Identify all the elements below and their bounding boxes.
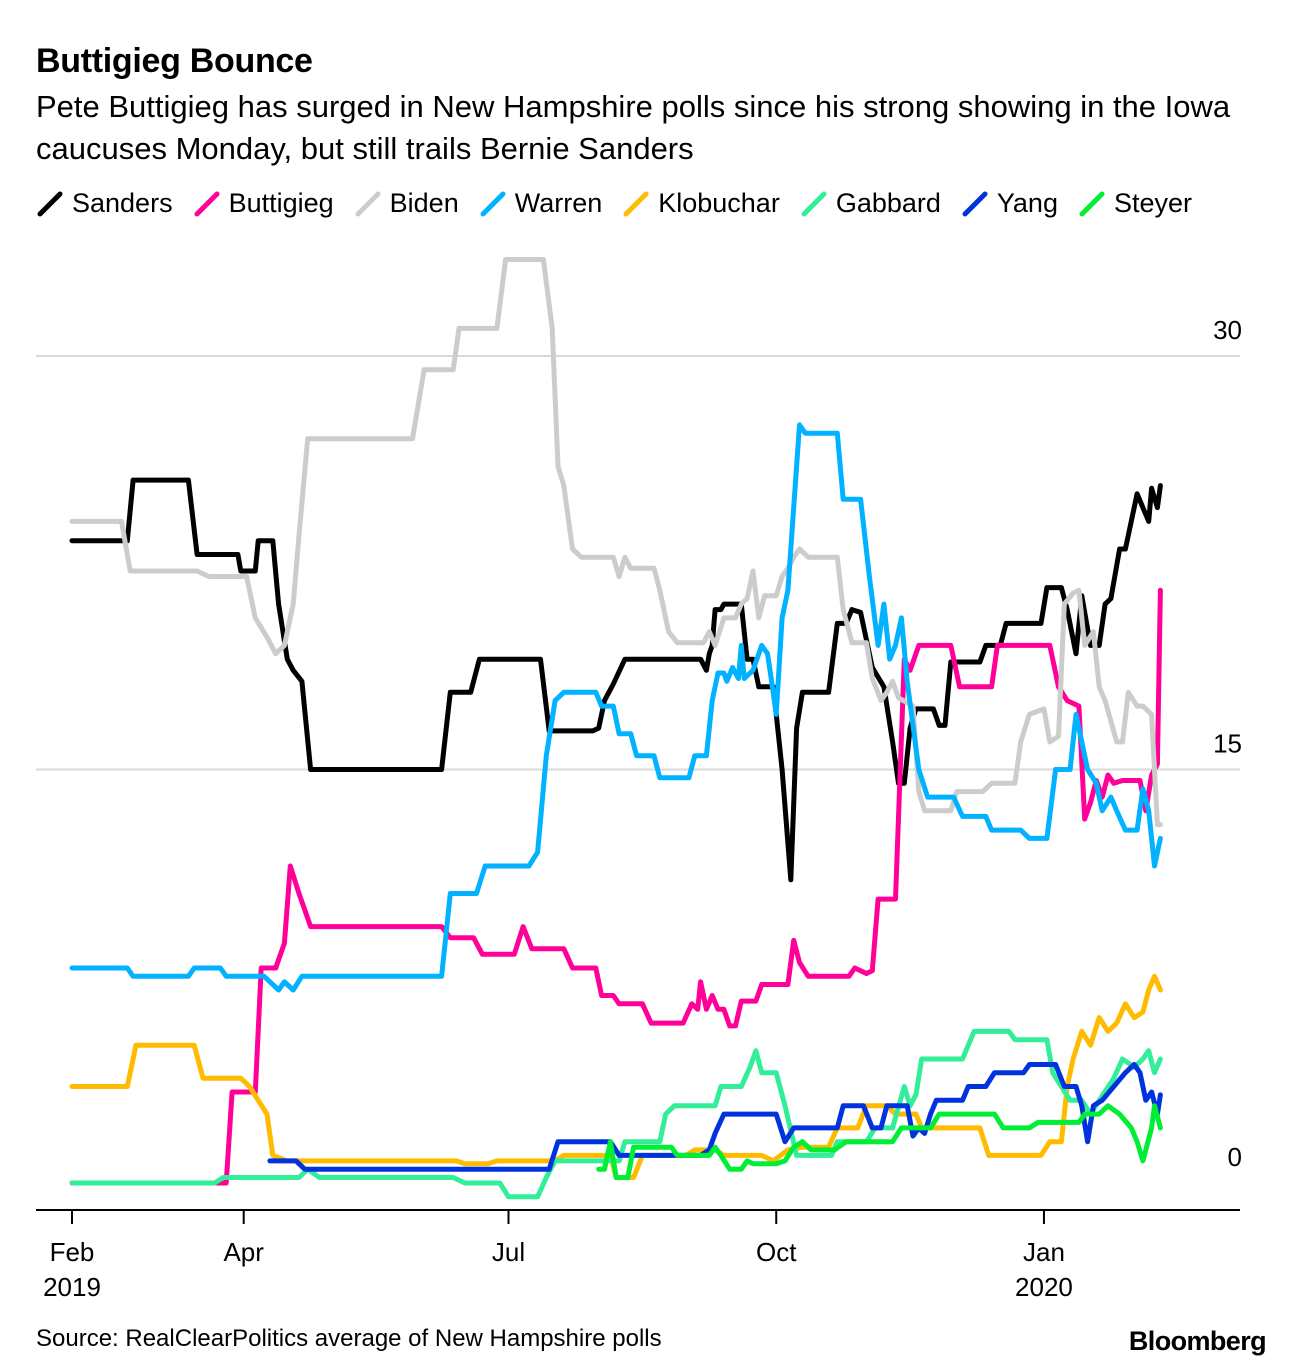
legend-item-sanders: Sanders bbox=[36, 188, 173, 219]
x-tick-label: Jul bbox=[492, 1237, 525, 1267]
brand-logo: Bloomberg bbox=[1128, 1326, 1267, 1356]
legend-swatch-icon bbox=[355, 191, 381, 216]
legend-item-buttigieg: Buttigieg bbox=[193, 188, 334, 219]
series-line-warren bbox=[69, 422, 1163, 993]
x-tick-sublabel: 2019 bbox=[43, 1272, 101, 1302]
x-tick-label: Feb bbox=[50, 1237, 95, 1267]
series-line-biden bbox=[69, 257, 1163, 828]
legend-item-yang: Yang bbox=[961, 188, 1058, 219]
legend-swatch-icon bbox=[623, 191, 649, 216]
series-lines bbox=[69, 257, 1163, 1200]
y-tick-label: 30 bbox=[1213, 315, 1242, 345]
gridlines bbox=[36, 355, 1240, 771]
legend-label: Buttigieg bbox=[228, 188, 334, 218]
legend-label: Klobuchar bbox=[658, 188, 780, 218]
series-line-klobuchar bbox=[69, 973, 1163, 1180]
legend-item-gabbard: Gabbard bbox=[800, 188, 941, 219]
legend-item-biden: Biden bbox=[354, 188, 459, 219]
legend-label: Yang bbox=[996, 188, 1058, 218]
legend-label: Warren bbox=[514, 188, 603, 218]
legend-item-warren: Warren bbox=[479, 188, 603, 219]
series-line-steyer bbox=[596, 1103, 1163, 1180]
legend-swatch-icon bbox=[962, 191, 988, 216]
legend-swatch-icon bbox=[1079, 191, 1105, 216]
x-tick-label: Oct bbox=[756, 1237, 797, 1267]
x-tick-label: Jan bbox=[1023, 1237, 1065, 1267]
y-tick-label: 0 bbox=[1228, 1142, 1242, 1172]
legend-label: Steyer bbox=[1113, 188, 1193, 218]
legend-label: Biden bbox=[389, 188, 459, 218]
chart-subtitle: Pete Buttigieg has surged in New Hampshi… bbox=[36, 89, 1231, 166]
legend-item-klobuchar: Klobuchar bbox=[622, 188, 780, 219]
source-note: Source: RealClearPolitics average of New… bbox=[36, 1325, 662, 1352]
x-axis: Feb 2019 Apr Jul Oct Jan 2020 bbox=[36, 1209, 1240, 1302]
chart-title: Buttigieg Bounce bbox=[36, 42, 313, 80]
legend-swatch-icon bbox=[480, 191, 506, 216]
series-line-sanders bbox=[69, 477, 1163, 883]
legend-item-steyer: Steyer bbox=[1078, 188, 1192, 219]
legend-label: Gabbard bbox=[835, 188, 941, 218]
legend-swatch-icon bbox=[801, 191, 827, 216]
x-tick-label: Apr bbox=[223, 1237, 264, 1267]
y-tick-label: 15 bbox=[1213, 729, 1242, 759]
legend-swatch-icon bbox=[194, 191, 220, 216]
legend-swatch-icon bbox=[37, 191, 63, 216]
x-tick-sublabel: 2020 bbox=[1015, 1272, 1073, 1302]
legend: Sanders Buttigieg Biden Warren Klobuchar Gabb… bbox=[36, 188, 1212, 219]
y-axis-ticks: 0 15 30 bbox=[1213, 315, 1242, 1172]
legend-label: Sanders bbox=[72, 188, 173, 218]
